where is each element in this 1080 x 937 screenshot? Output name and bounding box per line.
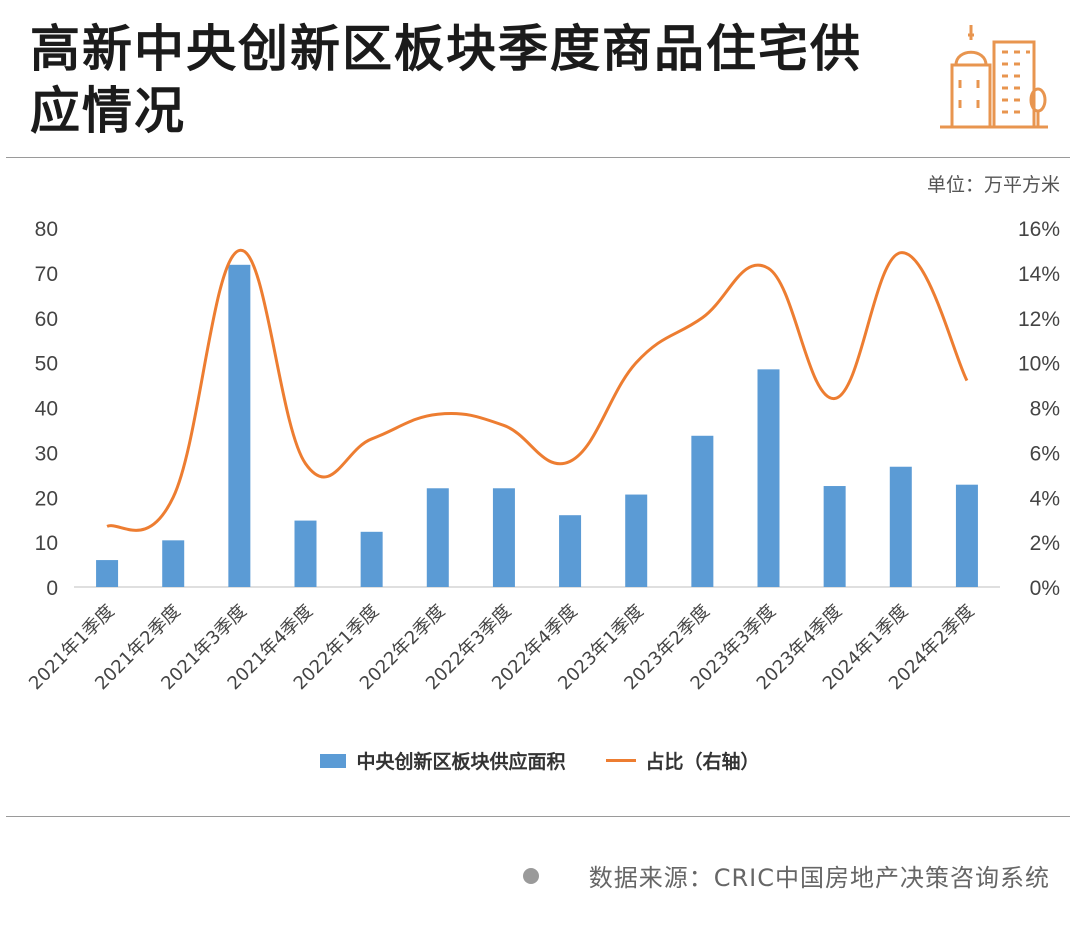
- legend-item-line: 占比（右轴）: [605, 747, 760, 774]
- bar: [625, 494, 648, 587]
- bar: [426, 488, 449, 587]
- y-left-tick-label: 70: [35, 263, 58, 286]
- y-left-tick-label: 50: [35, 353, 58, 376]
- bar: [955, 484, 978, 587]
- y-right-tick-label: 10%: [1018, 353, 1060, 376]
- unit-label: 单位：万平方米: [926, 174, 1060, 196]
- bar: [691, 435, 714, 587]
- y-right-tick-label: 6%: [1030, 442, 1060, 465]
- bullet-dot-icon: [522, 867, 539, 884]
- y-left-tick-label: 40: [35, 398, 58, 421]
- bar: [360, 531, 383, 587]
- chart-title: 高新中央创新区板块季度商品住宅供应情况: [30, 20, 862, 140]
- bar: [889, 466, 912, 587]
- chart-legend: 中央创新区板块供应面积 占比（右轴）: [0, 747, 1080, 774]
- y-left-tick-label: 80: [35, 218, 58, 241]
- y-right-tick-label: 2%: [1030, 532, 1060, 555]
- bar: [294, 520, 317, 587]
- bar: [228, 264, 251, 587]
- y-right-tick-label: 12%: [1018, 308, 1060, 331]
- y-left-tick-label: 10: [35, 532, 58, 555]
- bar: [823, 486, 846, 587]
- legend-label-bars: 中央创新区板块供应面积: [356, 751, 566, 773]
- bar: [492, 488, 515, 587]
- bar: [757, 369, 780, 587]
- bottom-divider: [6, 816, 1070, 817]
- source-note: 数据来源：CRIC中国房地产决策咨询系统: [522, 858, 1050, 893]
- legend-bar-swatch: [320, 753, 347, 768]
- top-divider: [6, 157, 1070, 158]
- legend-item-bars: 中央创新区板块供应面积: [320, 747, 566, 774]
- y-left-tick-label: 30: [35, 442, 58, 465]
- y-right-tick-label: 8%: [1030, 398, 1060, 421]
- legend-label-line: 占比（右轴）: [645, 751, 760, 773]
- y-right-tick-label: 14%: [1018, 263, 1060, 286]
- share-line-series: [106, 248, 969, 532]
- y-left-tick-label: 20: [35, 487, 58, 510]
- y-right-tick-label: 4%: [1030, 487, 1060, 510]
- y-left-tick-label: 0: [46, 577, 58, 600]
- y-right-tick-label: 0%: [1030, 577, 1060, 600]
- building-logo-icon: [940, 25, 1048, 129]
- bar: [162, 540, 185, 587]
- bar: [559, 515, 582, 587]
- bar: [96, 560, 119, 587]
- combo-chart: 010203040506070800%2%4%6%8%10%12%14%16%2…: [25, 218, 1060, 694]
- legend-line-swatch: [605, 759, 636, 762]
- source-text: 数据来源：CRIC中国房地产决策咨询系统: [588, 864, 1050, 892]
- y-right-tick-label: 16%: [1018, 218, 1060, 241]
- y-left-tick-label: 60: [35, 308, 58, 331]
